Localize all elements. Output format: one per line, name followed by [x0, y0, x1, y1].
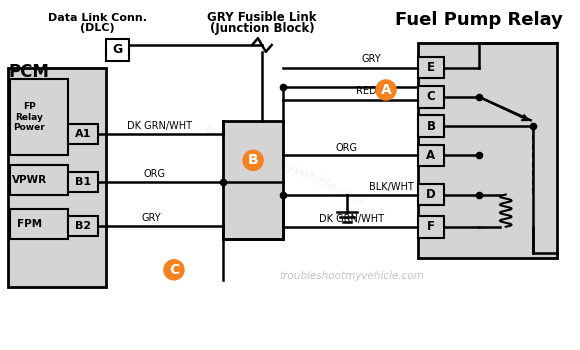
Text: E: E: [427, 61, 435, 74]
Text: PCM: PCM: [9, 63, 50, 82]
Text: A1: A1: [75, 129, 91, 139]
Text: A: A: [426, 149, 436, 162]
Bar: [10, 209, 68, 238]
Bar: [10, 165, 68, 195]
Text: D: D: [426, 188, 436, 201]
Bar: [418, 184, 444, 205]
Text: Data Link Conn.: Data Link Conn.: [48, 13, 147, 23]
Bar: [8, 68, 106, 287]
Text: VPWR: VPWR: [12, 175, 47, 185]
Text: FP
Relay
Power: FP Relay Power: [13, 103, 45, 132]
Text: B: B: [426, 120, 436, 133]
Text: DK GRN/WHT: DK GRN/WHT: [127, 121, 192, 131]
Text: ORG: ORG: [143, 169, 165, 179]
Text: GRY: GRY: [361, 54, 381, 64]
Text: DK GRN/WHT: DK GRN/WHT: [320, 214, 385, 224]
Bar: [68, 216, 97, 236]
Text: GRY Fusible Link: GRY Fusible Link: [207, 11, 317, 24]
Text: F: F: [427, 220, 435, 233]
Bar: [106, 39, 129, 61]
Text: A: A: [380, 83, 392, 97]
Circle shape: [375, 79, 397, 101]
Circle shape: [163, 259, 184, 281]
Text: troubleshootmyvehicle.com: troubleshootmyvehicle.com: [202, 122, 365, 208]
Text: (Junction Block): (Junction Block): [209, 22, 314, 35]
Text: (DLC): (DLC): [81, 23, 115, 33]
Text: Fuel Pump Relay: Fuel Pump Relay: [395, 10, 563, 29]
Text: ORG: ORG: [336, 142, 358, 153]
Bar: [418, 216, 444, 238]
Text: G: G: [112, 43, 122, 56]
Bar: [68, 124, 97, 144]
Bar: [418, 145, 444, 166]
Text: GRY: GRY: [142, 213, 161, 223]
Bar: [10, 79, 68, 155]
Bar: [418, 116, 444, 137]
Bar: [223, 121, 284, 238]
Bar: [68, 172, 97, 191]
Text: B2: B2: [75, 221, 91, 231]
Circle shape: [242, 149, 264, 171]
Text: troubleshootmyvehicle.com: troubleshootmyvehicle.com: [280, 271, 424, 281]
Text: BLK/WHT: BLK/WHT: [368, 182, 414, 191]
Text: RED: RED: [356, 86, 377, 96]
Text: C: C: [169, 263, 179, 277]
Text: FPM: FPM: [17, 219, 42, 229]
Bar: [418, 43, 557, 258]
Bar: [418, 86, 444, 107]
Text: C: C: [427, 90, 436, 103]
Bar: [418, 57, 444, 78]
Text: B: B: [248, 153, 259, 167]
Text: B1: B1: [75, 177, 91, 187]
